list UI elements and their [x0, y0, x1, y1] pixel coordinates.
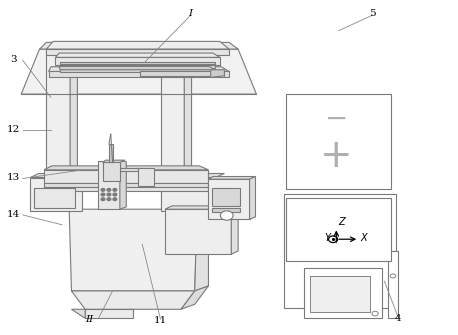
Bar: [34, 188, 75, 208]
Bar: [55, 57, 220, 65]
Polygon shape: [30, 174, 90, 178]
Text: I: I: [188, 9, 192, 18]
Bar: [60, 62, 215, 64]
Polygon shape: [165, 206, 238, 209]
Circle shape: [328, 236, 338, 243]
Bar: [30, 178, 82, 211]
Text: 5: 5: [370, 9, 376, 18]
Circle shape: [101, 193, 105, 196]
Text: 12: 12: [7, 125, 20, 134]
Text: II: II: [86, 315, 94, 324]
Text: Z: Z: [338, 216, 345, 226]
Bar: [44, 183, 208, 187]
Circle shape: [390, 274, 396, 278]
Polygon shape: [211, 70, 224, 77]
Circle shape: [220, 211, 233, 220]
Bar: [212, 188, 240, 206]
Circle shape: [107, 193, 111, 196]
Polygon shape: [160, 174, 224, 178]
Text: 3: 3: [10, 55, 17, 64]
Bar: [44, 170, 208, 183]
Text: X: X: [360, 232, 367, 243]
Bar: [46, 49, 229, 55]
Polygon shape: [71, 291, 195, 309]
Text: 13: 13: [7, 173, 20, 182]
Bar: [103, 162, 120, 181]
Circle shape: [113, 198, 117, 201]
Polygon shape: [39, 43, 238, 49]
Polygon shape: [44, 166, 208, 170]
Bar: [208, 179, 250, 219]
Circle shape: [101, 198, 105, 201]
Bar: [212, 208, 240, 211]
Polygon shape: [69, 209, 197, 291]
Polygon shape: [208, 177, 256, 179]
Circle shape: [372, 311, 378, 316]
Polygon shape: [46, 42, 229, 49]
Bar: [388, 251, 398, 318]
Polygon shape: [71, 309, 85, 318]
Polygon shape: [231, 206, 238, 254]
Polygon shape: [138, 168, 154, 186]
Bar: [286, 198, 391, 261]
Bar: [310, 276, 370, 312]
Polygon shape: [70, 47, 77, 209]
Bar: [44, 187, 208, 191]
Polygon shape: [85, 309, 133, 318]
Bar: [286, 94, 391, 189]
Polygon shape: [184, 49, 191, 209]
Bar: [160, 178, 215, 211]
Polygon shape: [195, 206, 208, 291]
Bar: [109, 144, 113, 162]
Polygon shape: [21, 49, 256, 94]
Bar: [46, 49, 70, 209]
Circle shape: [107, 198, 111, 201]
Bar: [49, 71, 229, 77]
Polygon shape: [49, 67, 229, 71]
Polygon shape: [59, 66, 215, 70]
Circle shape: [101, 189, 105, 191]
Bar: [60, 69, 215, 72]
Polygon shape: [120, 161, 126, 209]
Text: −: −: [325, 105, 348, 133]
Circle shape: [113, 189, 117, 191]
Polygon shape: [140, 71, 215, 76]
Text: 4: 4: [395, 314, 401, 323]
Text: Y: Y: [325, 232, 331, 243]
Text: 14: 14: [7, 210, 20, 219]
Bar: [284, 194, 396, 308]
Bar: [98, 161, 120, 209]
Bar: [165, 209, 231, 254]
Circle shape: [107, 189, 111, 191]
Polygon shape: [103, 160, 125, 162]
Polygon shape: [250, 177, 256, 219]
Bar: [60, 65, 215, 68]
Text: 11: 11: [154, 317, 167, 326]
Bar: [304, 268, 382, 318]
Circle shape: [113, 193, 117, 196]
Polygon shape: [55, 53, 220, 57]
Text: +: +: [320, 137, 353, 175]
Bar: [160, 49, 184, 209]
Polygon shape: [120, 168, 147, 171]
Polygon shape: [181, 286, 208, 309]
